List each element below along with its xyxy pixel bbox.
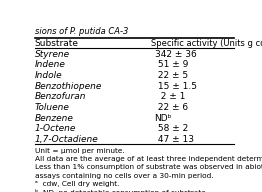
Text: Unit = μmol per minute.: Unit = μmol per minute.: [35, 148, 124, 154]
Text: 58 ± 2: 58 ± 2: [155, 124, 188, 133]
Text: 51 ± 9: 51 ± 9: [155, 60, 188, 69]
Text: Specific activity (Units g cdw⁻¹)ᵃ: Specific activity (Units g cdw⁻¹)ᵃ: [150, 39, 262, 48]
Text: ᵃ  cdw, Cell dry weight.: ᵃ cdw, Cell dry weight.: [35, 181, 119, 187]
Text: 1-Octene: 1-Octene: [35, 124, 76, 133]
Text: 22 ± 5: 22 ± 5: [155, 71, 188, 80]
Text: Indole: Indole: [35, 71, 62, 80]
Text: 2 ± 1: 2 ± 1: [155, 92, 185, 101]
Text: sions of P. putida CA-3: sions of P. putida CA-3: [35, 27, 128, 36]
Text: assays containing no cells over a 30-min period.: assays containing no cells over a 30-min…: [35, 173, 214, 179]
Text: Benzofuran: Benzofuran: [35, 92, 86, 101]
Text: Substrate: Substrate: [35, 39, 79, 48]
Text: Indene: Indene: [35, 60, 66, 69]
Text: NDᵇ: NDᵇ: [155, 114, 172, 123]
Text: 342 ± 36: 342 ± 36: [155, 50, 196, 59]
Text: 22 ± 6: 22 ± 6: [155, 103, 188, 112]
Text: 15 ± 1.5: 15 ± 1.5: [155, 82, 196, 91]
Text: ᵇ  ND, no detectable consumption of substrate.: ᵇ ND, no detectable consumption of subst…: [35, 189, 208, 192]
Text: 47 ± 13: 47 ± 13: [155, 135, 194, 144]
Text: All data are the average of at least three independent determinations.: All data are the average of at least thr…: [35, 156, 262, 162]
Text: Benzene: Benzene: [35, 114, 74, 123]
Text: Less than 1% consumption of substrate was observed in abiotic control: Less than 1% consumption of substrate wa…: [35, 164, 262, 170]
Text: 1,7-Octadiene: 1,7-Octadiene: [35, 135, 99, 144]
Text: Toluene: Toluene: [35, 103, 70, 112]
Text: Styrene: Styrene: [35, 50, 70, 59]
Text: Benzothiopene: Benzothiopene: [35, 82, 102, 91]
